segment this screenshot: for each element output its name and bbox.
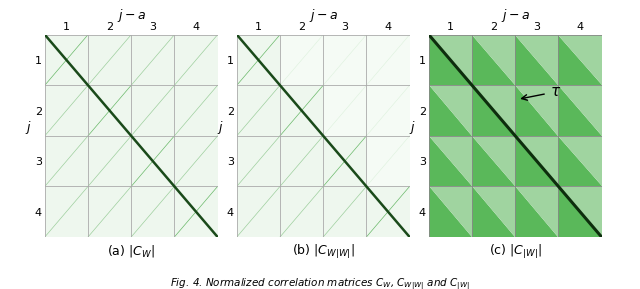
Bar [88, 35, 131, 85]
Bar [88, 85, 131, 136]
Bar [175, 186, 218, 237]
Bar [237, 186, 280, 237]
Polygon shape [472, 35, 515, 85]
Polygon shape [515, 136, 558, 186]
Polygon shape [472, 186, 515, 237]
Polygon shape [515, 35, 558, 85]
Bar [88, 136, 131, 186]
Polygon shape [429, 85, 472, 136]
Bar [175, 35, 218, 85]
Polygon shape [515, 35, 558, 85]
Bar [45, 136, 88, 186]
Bar [237, 136, 280, 186]
Polygon shape [558, 35, 602, 85]
Bar [280, 35, 323, 85]
Polygon shape [472, 35, 515, 85]
Bar [45, 35, 88, 85]
Polygon shape [515, 85, 558, 136]
Title: (a) $|C_W|$: (a) $|C_W|$ [108, 243, 155, 260]
Bar [367, 136, 410, 186]
Polygon shape [429, 35, 472, 85]
Title: (b) $|C_{W|W|}|$: (b) $|C_{W|W|}|$ [292, 243, 355, 261]
Bar [367, 186, 410, 237]
Bar [323, 35, 367, 85]
Polygon shape [558, 136, 602, 186]
Polygon shape [429, 186, 472, 237]
Polygon shape [472, 136, 515, 186]
Bar [323, 85, 367, 136]
Polygon shape [558, 186, 602, 237]
Bar [131, 186, 174, 237]
Polygon shape [429, 35, 472, 85]
Text: $\tau$: $\tau$ [522, 84, 561, 100]
Text: Fig. 4. Normalized correlation matrices $C_W$, $C_{W|W|}$ and $C_{|W|}$: Fig. 4. Normalized correlation matrices … [170, 276, 470, 289]
Y-axis label: $j$: $j$ [408, 119, 415, 136]
Polygon shape [429, 136, 472, 186]
Title: (c) $|C_{|W|}|$: (c) $|C_{|W|}|$ [489, 243, 541, 261]
Bar [175, 85, 218, 136]
Polygon shape [429, 186, 472, 237]
X-axis label: $j-a$: $j-a$ [308, 7, 338, 24]
Bar [131, 35, 174, 85]
Polygon shape [472, 85, 515, 136]
Y-axis label: $j$: $j$ [24, 119, 31, 136]
Bar [88, 186, 131, 237]
Polygon shape [558, 85, 602, 136]
X-axis label: $j-a$: $j-a$ [116, 7, 146, 24]
Polygon shape [515, 186, 558, 237]
Polygon shape [429, 136, 472, 186]
Bar [280, 186, 323, 237]
Polygon shape [472, 85, 515, 136]
Polygon shape [558, 136, 602, 186]
Polygon shape [472, 136, 515, 186]
Bar [45, 186, 88, 237]
Bar [280, 136, 323, 186]
Polygon shape [515, 186, 558, 237]
Bar [131, 85, 174, 136]
Bar [367, 35, 410, 85]
Bar [367, 85, 410, 136]
Polygon shape [429, 85, 472, 136]
Polygon shape [472, 186, 515, 237]
Bar [237, 35, 280, 85]
X-axis label: $j-a$: $j-a$ [500, 7, 530, 24]
Polygon shape [515, 136, 558, 186]
Bar [280, 85, 323, 136]
Polygon shape [558, 35, 602, 85]
Bar [175, 136, 218, 186]
Bar [323, 186, 367, 237]
Bar [237, 85, 280, 136]
Polygon shape [558, 186, 602, 237]
Y-axis label: $j$: $j$ [216, 119, 223, 136]
Polygon shape [515, 85, 558, 136]
Bar [323, 136, 367, 186]
Bar [131, 136, 174, 186]
Polygon shape [558, 85, 602, 136]
Bar [45, 85, 88, 136]
